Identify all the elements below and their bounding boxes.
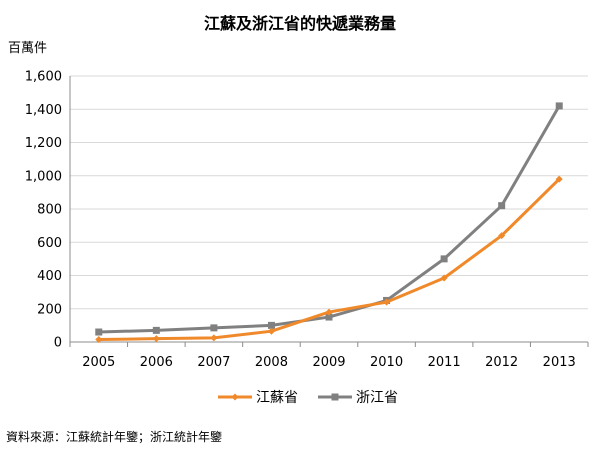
x-tick-label: 2006 — [140, 355, 173, 370]
y-tick-label: 800 — [37, 203, 62, 218]
data-point — [152, 326, 160, 334]
x-tick-label: 2008 — [255, 355, 288, 370]
y-tick-label: 1,200 — [25, 136, 62, 151]
legend-label: 江蘇省 — [256, 390, 298, 406]
data-point — [325, 313, 333, 321]
legend: 江蘇省 浙江省 — [218, 390, 398, 406]
data-point — [555, 175, 563, 183]
data-point — [267, 321, 275, 329]
y-tick-label: 600 — [37, 236, 62, 251]
data-point — [498, 202, 506, 210]
data-point — [555, 102, 563, 110]
source-note: 資料來源：江蘇統計年鑒；浙江統計年鑒 — [6, 429, 222, 444]
data-point — [267, 327, 275, 335]
x-tick-label: 2010 — [370, 355, 403, 370]
series-line — [97, 104, 561, 334]
x-tick-label: 2005 — [82, 355, 115, 370]
series-layer — [95, 102, 563, 344]
x-tick-label: 2012 — [485, 355, 518, 370]
series-2 — [95, 102, 563, 336]
axes: 0 200 400 600 800 1,000 1,200 1,400 1,600 2005 200… — [25, 70, 589, 370]
y-axis-unit: 百萬件 — [8, 41, 47, 56]
x-tick-label: 2013 — [543, 355, 576, 370]
data-point — [383, 298, 391, 306]
legend-item-2: 浙江省 — [318, 390, 398, 406]
data-point — [440, 274, 448, 282]
legend-swatch-marker — [331, 393, 339, 401]
data-point — [95, 328, 103, 336]
legend-swatch-marker — [231, 393, 239, 401]
legend-item-1: 江蘇省 — [218, 390, 298, 406]
data-point — [210, 334, 218, 342]
x-tick-label: 2011 — [428, 355, 461, 370]
series-1 — [95, 175, 563, 344]
data-point — [498, 232, 506, 240]
x-tick-label: 2009 — [312, 355, 345, 370]
legend-label: 浙江省 — [356, 390, 398, 406]
y-tick-label: 400 — [37, 269, 62, 284]
data-point — [325, 308, 333, 316]
y-tick-label: 1,400 — [25, 103, 62, 118]
data-point — [95, 336, 103, 344]
x-tick-label: 2007 — [197, 355, 230, 370]
y-tick-label: 1,600 — [25, 70, 62, 85]
data-point — [210, 324, 218, 332]
y-tick-label: 1,000 — [25, 169, 62, 184]
chart-title: 江蘇及浙江省的快遞業務量 — [204, 14, 396, 33]
y-tick-label: 0 — [54, 336, 62, 351]
data-point — [152, 335, 160, 343]
data-point — [440, 255, 448, 263]
grid-lines — [70, 75, 588, 310]
y-tick-label: 200 — [37, 302, 62, 317]
